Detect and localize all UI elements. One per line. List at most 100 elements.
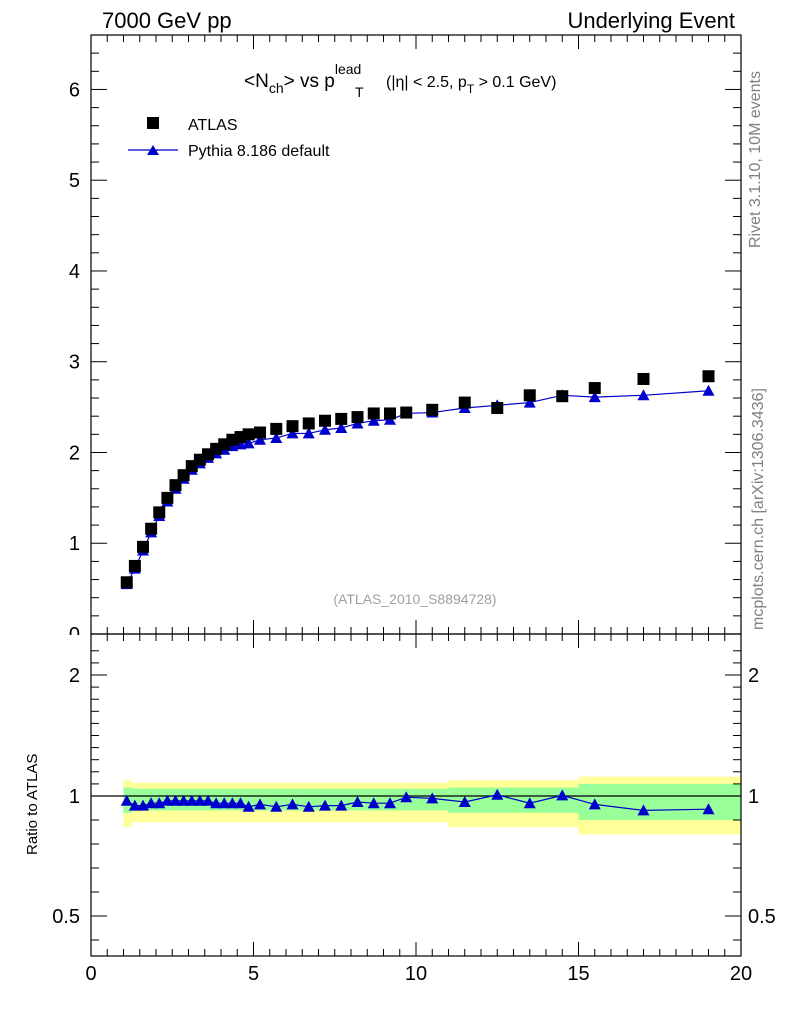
ratio-point — [367, 797, 380, 809]
mcplots-label: mcplots.cern.ch [arXiv:1306.3436] — [750, 388, 767, 630]
ratio-point — [177, 794, 190, 806]
ratio-point — [458, 796, 471, 807]
zero-label-mask — [55, 635, 85, 647]
y-tick-label-ratio: 0.5 — [52, 906, 80, 928]
legend-label-atlas: ATLAS — [188, 117, 238, 134]
data-point — [270, 422, 283, 435]
ratio-point — [161, 794, 174, 806]
data-point — [169, 479, 182, 492]
ratio-point — [120, 794, 133, 806]
mc-point — [302, 427, 315, 439]
chart-title: <Nch> vs plead T(|η| < 2.5, pT > 0.1 GeV) — [244, 61, 556, 100]
data-point — [491, 402, 504, 415]
ratio-point — [145, 797, 158, 809]
ratio-series — [120, 788, 715, 816]
data-point — [177, 469, 190, 482]
data-point — [523, 389, 536, 402]
ratio-point — [128, 799, 141, 811]
mc-point — [523, 396, 536, 408]
data-point — [161, 491, 174, 504]
mc-point — [286, 427, 299, 439]
mc-line — [126, 390, 709, 585]
data-point — [145, 522, 158, 535]
ratio-point — [400, 791, 413, 803]
data-point — [426, 403, 439, 416]
ratio-band — [123, 776, 741, 835]
legend-marker-pythia — [147, 145, 159, 155]
legend-marker-atlas — [147, 117, 159, 129]
mc-point — [335, 421, 348, 433]
ratio-point — [491, 788, 504, 800]
ratio-point — [218, 797, 231, 809]
data-point — [556, 390, 569, 403]
mc-point — [270, 431, 283, 443]
title-sup-lead: lead — [335, 61, 361, 77]
title-cut2: > 0.1 GeV) — [474, 74, 556, 91]
y-tick-label-main: 5 — [69, 170, 80, 192]
title-sub-t2: T — [467, 82, 475, 96]
y-tick-label-main: 3 — [69, 352, 80, 374]
data-point — [120, 576, 133, 589]
mc-point — [637, 389, 650, 401]
data-point — [335, 412, 348, 425]
x-tick-label: 0 — [85, 963, 96, 985]
legend-label-pythia: Pythia 8.186 default — [188, 143, 330, 160]
mc-point — [588, 391, 601, 403]
y-tick-label-main: 6 — [69, 79, 80, 101]
data-point — [137, 540, 149, 553]
data-point — [351, 411, 364, 424]
y-tick-label-main: 2 — [69, 442, 80, 464]
x-tick-label: 5 — [248, 963, 259, 985]
data-point — [302, 417, 315, 430]
header-right: Underlying Event — [567, 8, 735, 33]
data-point — [367, 407, 380, 420]
data-point — [128, 559, 141, 572]
ratio-point — [426, 792, 439, 804]
ratio-point — [234, 797, 247, 809]
y-tick-label-ratio: 2 — [69, 665, 80, 687]
ratio-point — [702, 803, 715, 815]
ratio-point — [169, 794, 182, 806]
ratio-point — [556, 789, 569, 801]
ratio-point — [193, 794, 206, 806]
mc-point — [367, 414, 380, 426]
y-tick-label-main: 4 — [69, 261, 80, 283]
x-tick-label: 15 — [567, 963, 589, 985]
ratio-point — [302, 800, 315, 812]
ratio-point — [523, 797, 536, 809]
ratio-point — [210, 797, 223, 809]
ratio-band-inner — [578, 783, 741, 820]
data-point — [637, 372, 650, 385]
analysis-label: (ATLAS_2010_S8894728) — [333, 591, 496, 607]
data-point — [242, 428, 255, 441]
ratio-point — [254, 798, 266, 810]
y-tick-label-ratio-right: 0.5 — [748, 906, 776, 928]
ratio-point — [270, 800, 283, 812]
data-point — [319, 414, 331, 427]
title-main: <N — [244, 71, 269, 92]
ratio-point — [384, 797, 396, 809]
data-series — [120, 370, 715, 589]
data-point — [400, 406, 413, 419]
y-tick-label-ratio-right: 1 — [748, 786, 759, 808]
mc-point — [242, 437, 255, 449]
ratio-point — [319, 799, 331, 811]
data-point — [588, 382, 601, 395]
title-cut1: (|η| < 2.5, p — [386, 74, 467, 91]
mc-point — [319, 423, 331, 435]
ratio-point — [286, 798, 299, 810]
data-point — [702, 370, 715, 383]
axis-ticks — [90, 35, 742, 956]
mc-point — [254, 433, 266, 445]
y-tick-label-main: 1 — [69, 533, 80, 555]
title-mid: > vs p — [284, 71, 335, 92]
y-tick-label-ratio: 1 — [69, 786, 80, 808]
ratio-point — [226, 797, 239, 809]
header-left: 7000 GeV pp — [102, 8, 232, 33]
data-point — [286, 420, 299, 433]
ratio-point — [335, 799, 348, 811]
x-tick-label: 10 — [405, 963, 427, 985]
mc-point — [702, 384, 715, 396]
